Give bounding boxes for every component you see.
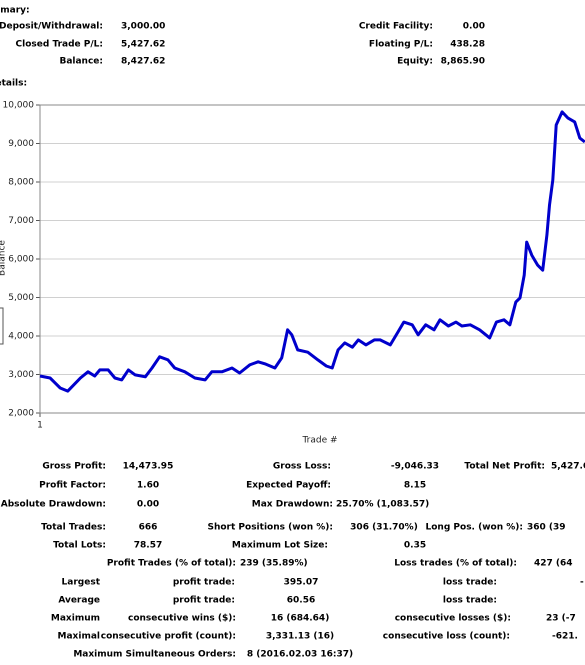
y-tick-label: 3,000 [8, 370, 34, 380]
details-cell: 0.35 [404, 541, 426, 551]
details-cell: Profit Factor: [39, 481, 106, 491]
summary-label: Closed Trade P/L: [16, 40, 103, 50]
y-tick-label: 2,000 [8, 409, 34, 419]
details-cell: Profit Trades (% of total): [107, 559, 236, 569]
details-cell: 60.56 [287, 596, 315, 606]
y-tick-label: 9,000 [8, 139, 34, 149]
summary-value: 8,865.90 [441, 57, 485, 67]
details-cell: Max Drawdown: [252, 500, 333, 510]
details-cell: loss trade: [443, 596, 497, 606]
balance-line [39, 110, 585, 393]
summary-label: Balance: [59, 57, 103, 67]
details-cell: Maximum [51, 614, 100, 624]
details-cell: 8 (2016.02.03 16:37) [247, 650, 353, 660]
details-cell: 16 (684.64) [271, 614, 330, 624]
details-cell: - [580, 578, 584, 588]
details-cell: Total Net Profit: [464, 462, 545, 472]
details-cell: 0.00 [137, 500, 159, 510]
details-cell: Average [58, 596, 100, 606]
y-tick-label: 4,000 [8, 332, 34, 342]
details-cell: 23 (-7 [546, 614, 576, 624]
y-axis-label: Balance [0, 240, 8, 276]
summary-label: Credit Facility: [359, 22, 433, 32]
details-cell: 427 (64 [534, 559, 573, 569]
x-axis-label: Trade # [301, 436, 337, 446]
details-cell: 3,331.13 (16) [266, 632, 334, 642]
y-tick-label: 10,000 [3, 101, 35, 111]
details-cell: Absolute Drawdown: [1, 500, 106, 510]
details-cell: Maximum Lot Size: [232, 541, 328, 551]
summary-label: Floating P/L: [369, 40, 433, 50]
details-cell: -9,046.33 [391, 462, 439, 472]
details-cell: profit trade: [173, 578, 235, 588]
summary-label: Deposit/Withdrawal: [0, 22, 103, 32]
summary-value: 0.00 [463, 22, 485, 32]
details-cell: 239 (35.89%) [240, 559, 308, 569]
details-cell: consecutive losses ($): [395, 614, 511, 624]
details-cell: 5,427.62 [551, 462, 585, 472]
summary-value: 438.28 [450, 40, 485, 50]
summary-label: Equity: [397, 57, 433, 67]
details-cell: Gross Loss: [273, 462, 331, 472]
details-cell: 360 (39 [527, 523, 566, 533]
summary-value: 3,000.00 [121, 22, 165, 32]
details-cell: Gross Profit: [42, 462, 106, 472]
summary-value: 8,427.62 [121, 57, 165, 67]
details-cell: profit trade: [173, 596, 235, 606]
details-cell: consecutive profit (count): [101, 632, 236, 642]
details-cell: 78.57 [134, 541, 162, 551]
details-cell: Maximal [58, 632, 100, 642]
plot-frame [39, 104, 585, 414]
y-tick-label: 7,000 [8, 216, 34, 226]
details-title: Details: [0, 79, 27, 89]
details-cell: Largest [62, 578, 101, 588]
details-cell: 395.07 [284, 578, 319, 588]
details-cell: 25.70% (1,083.57) [336, 500, 429, 510]
details-cell: Total Lots: [53, 541, 106, 551]
details-cell: 8.15 [404, 481, 426, 491]
details-cell: Long Pos. (won %): [426, 523, 523, 533]
side-handle [0, 307, 4, 345]
details-cell: 666 [139, 523, 158, 533]
y-tick-label: 5,000 [8, 293, 34, 303]
details-cell: Loss trades (% of total): [394, 559, 517, 569]
details-cell: consecutive loss (count): [383, 632, 510, 642]
summary-title: Summary: [0, 6, 30, 16]
summary-value: 5,427.62 [121, 40, 165, 50]
details-cell: Short Positions (won %): [207, 523, 333, 533]
y-tick-label: 6,000 [8, 255, 34, 265]
details-cell: 1.60 [137, 481, 159, 491]
details-cell: -621. [552, 632, 578, 642]
details-cell: 14,473.95 [123, 462, 174, 472]
details-cell: loss trade: [443, 578, 497, 588]
y-tick-label: 8,000 [8, 178, 34, 188]
x-tick-label: 1 [37, 421, 43, 431]
details-cell: Expected Payoff: [246, 481, 331, 491]
details-cell: consecutive wins ($): [128, 614, 236, 624]
details-cell: Maximum Simultaneous Orders: [73, 650, 236, 660]
details-cell: 306 (31.70%) [350, 523, 418, 533]
details-cell: Total Trades: [41, 523, 106, 533]
